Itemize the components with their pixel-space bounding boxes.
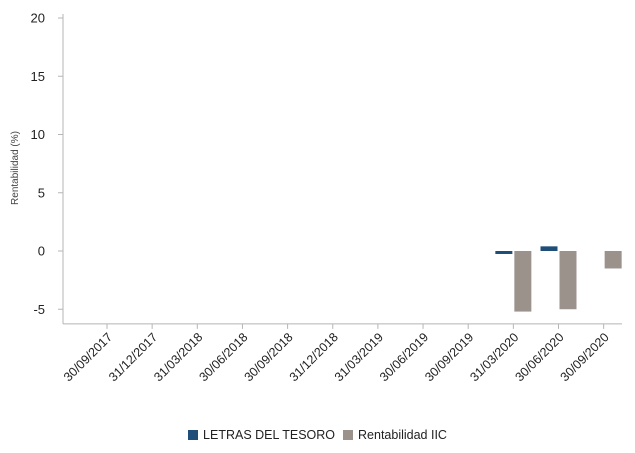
bar[interactable]: [559, 251, 577, 310]
y-tick-label: -5: [33, 302, 45, 317]
y-tick-label: 0: [38, 244, 45, 259]
x-tick-label: 30/09/2020: [558, 330, 612, 384]
bar[interactable]: [540, 246, 558, 251]
y-tick-label: 10: [31, 127, 45, 142]
y-axis-label: Rentabilidad (%): [10, 131, 21, 205]
legend-item-letras[interactable]: LETRAS DEL TESORO: [188, 428, 335, 442]
y-tick-labels: 20 15 10 5 0 -5: [31, 11, 45, 317]
legend-item-rentabilidad[interactable]: Rentabilidad IIC: [343, 428, 447, 442]
legend-swatch-rentabilidad: [343, 430, 354, 440]
bar[interactable]: [514, 251, 532, 312]
legend-label-letras: LETRAS DEL TESORO: [203, 428, 336, 442]
legend-label-rentabilidad: Rentabilidad IIC: [358, 428, 447, 442]
legend: LETRAS DEL TESORO Rentabilidad IIC: [0, 428, 635, 442]
bars: [495, 246, 622, 312]
y-tick-label: 5: [38, 185, 45, 200]
bar[interactable]: [604, 251, 622, 269]
y-tick-label: 20: [31, 11, 45, 26]
legend-swatch-letras: [188, 430, 199, 440]
bar[interactable]: [495, 251, 513, 254]
x-tick-labels: 30/09/201731/12/201731/03/201830/06/2018…: [61, 330, 612, 384]
y-tick-label: 15: [31, 69, 45, 84]
axes-layer: [58, 14, 622, 329]
